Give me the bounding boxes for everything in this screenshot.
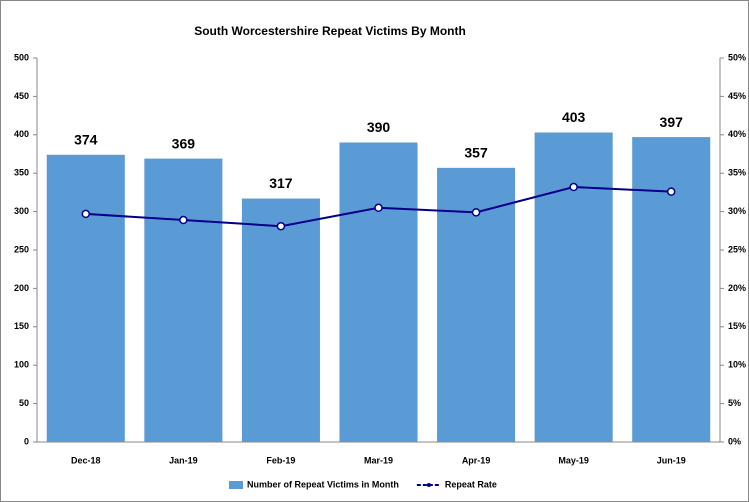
bar (339, 142, 418, 443)
y-tick-label: 300 (14, 206, 29, 216)
line-point (276, 221, 286, 231)
line-point (569, 182, 578, 192)
y2-tick-label: 40% (728, 129, 746, 139)
x-tick-label: Mar-19 (364, 455, 393, 465)
x-tick-label: May-19 (558, 455, 589, 465)
value-label: 390 (367, 119, 391, 135)
y2-tick-label: 20% (728, 283, 746, 293)
value-label: 403 (562, 109, 586, 125)
value-label: 357 (464, 145, 488, 161)
x-tick-label: Feb-19 (266, 455, 295, 465)
y-tick-label: 50 (19, 398, 29, 408)
y-tick-label: 400 (14, 129, 29, 139)
legend-label: Repeat Rate (445, 479, 497, 489)
bar (241, 198, 320, 442)
y-tick-label: 0 (24, 436, 29, 446)
legend-swatch (229, 481, 243, 489)
y2-tick-label: 35% (728, 168, 746, 178)
y-tick-label: 100 (14, 360, 29, 370)
y-tick-label: 250 (14, 244, 29, 254)
x-tick-label: Jan-19 (169, 455, 198, 465)
bar (144, 158, 223, 442)
chart-title: South Worcestershire Repeat Victims By M… (194, 24, 466, 38)
y2-tick-label: 45% (728, 91, 746, 101)
value-label: 374 (74, 131, 98, 147)
bar (632, 137, 711, 442)
y-tick-label: 350 (14, 168, 29, 178)
line-point (471, 208, 481, 217)
x-tick-label: Dec-18 (71, 455, 101, 465)
y2-tick-label: 0% (728, 436, 741, 446)
x-tick-label: Apr-19 (462, 455, 491, 465)
legend-swatch (426, 483, 431, 487)
y-tick-label: 200 (14, 283, 29, 293)
line-point (179, 215, 188, 225)
y2-tick-label: 25% (728, 244, 746, 254)
y2-tick-label: 5% (728, 398, 741, 408)
y-tick-label: 450 (14, 91, 29, 101)
y2-tick-label: 15% (728, 321, 746, 331)
value-label: 369 (172, 135, 196, 151)
x-tick-label: Jun-19 (657, 455, 686, 465)
y2-tick-label: 30% (728, 206, 746, 216)
line-point (374, 203, 383, 213)
legend-label: Number of Repeat Victims in Month (247, 479, 399, 489)
y-tick-label: 150 (14, 321, 29, 331)
y2-tick-label: 10% (728, 360, 746, 370)
value-label: 397 (660, 114, 684, 130)
bar (46, 154, 125, 442)
line-point (666, 187, 676, 196)
line-point (81, 209, 91, 219)
y2-tick-label: 50% (728, 52, 746, 62)
y-tick-label: 500 (14, 52, 29, 62)
value-label: 317 (269, 175, 293, 191)
bar (534, 132, 613, 442)
